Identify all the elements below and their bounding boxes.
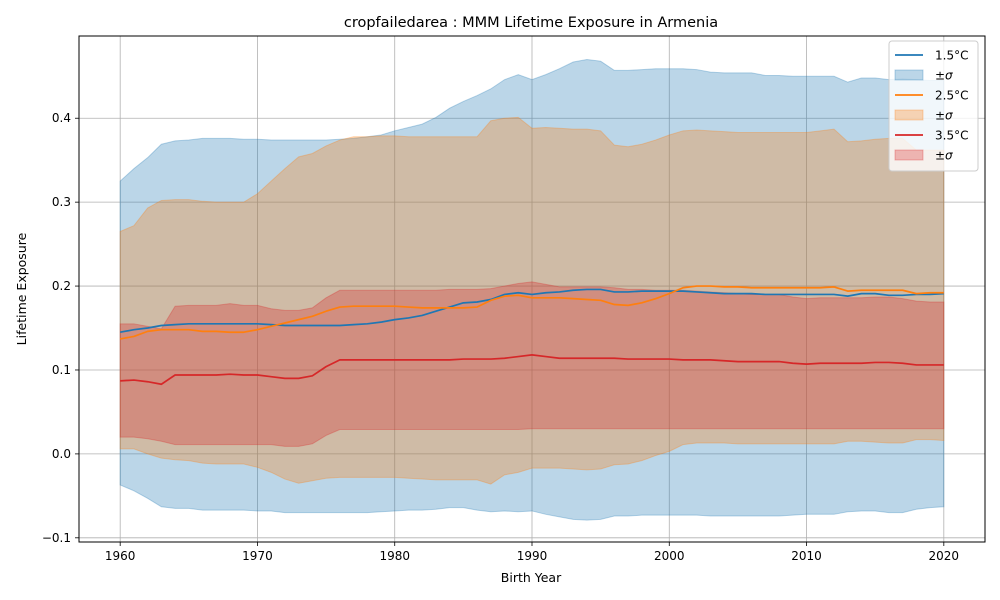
x-tick-label: 2000 xyxy=(654,549,685,563)
sigma-band-series-3 xyxy=(119,281,945,447)
y-tick-label: 0.4 xyxy=(52,111,71,125)
legend-label: ±σ xyxy=(935,69,953,83)
y-axis: −0.1 0.0 0.1 0.2 0.3 0.4 xyxy=(42,111,79,545)
x-tick-label: 2020 xyxy=(929,549,960,563)
y-tick-label: 0.2 xyxy=(52,279,71,293)
mean-line-series-2 xyxy=(120,285,944,340)
legend-label: 1.5°C xyxy=(935,49,968,63)
lines xyxy=(120,285,944,386)
x-axis-label: Birth Year xyxy=(501,570,562,585)
legend-band-swatch xyxy=(894,149,924,161)
mean-line-series-1 xyxy=(120,288,944,334)
x-tick-label: 1990 xyxy=(517,549,548,563)
legend: 1.5°C ±σ 2.5°C ±σ 3.5°C ±σ xyxy=(888,40,979,172)
sigma-band-series-2 xyxy=(119,116,945,485)
y-tick-label: −0.1 xyxy=(42,531,71,545)
x-tick-label: 2010 xyxy=(791,549,822,563)
x-axis: 1960 1970 1980 1990 2000 2010 2020 xyxy=(105,542,959,563)
x-tick-label: 1980 xyxy=(379,549,410,563)
plot-area xyxy=(78,35,986,543)
x-tick-label: 1960 xyxy=(105,549,136,563)
legend-label: 3.5°C xyxy=(935,129,968,143)
chart-title: cropfailedarea : MMM Lifetime Exposure i… xyxy=(344,15,718,31)
legend-box xyxy=(888,40,979,172)
y-tick-label: 0.3 xyxy=(52,195,71,209)
mean-line-series-3 xyxy=(120,354,944,386)
bands xyxy=(119,58,945,521)
y-tick-label: 0.0 xyxy=(52,447,71,461)
legend-label: ±σ xyxy=(935,109,953,123)
sigma-band-series-1 xyxy=(119,58,945,521)
y-tick-label: 0.1 xyxy=(52,363,71,377)
legend-label: 2.5°C xyxy=(935,89,968,103)
y-axis-label: Lifetime Exposure xyxy=(14,232,29,345)
legend-band-swatch xyxy=(894,109,924,121)
legend-band-swatch xyxy=(894,69,924,81)
legend-label: ±σ xyxy=(935,149,953,163)
x-tick-label: 1970 xyxy=(242,549,273,563)
